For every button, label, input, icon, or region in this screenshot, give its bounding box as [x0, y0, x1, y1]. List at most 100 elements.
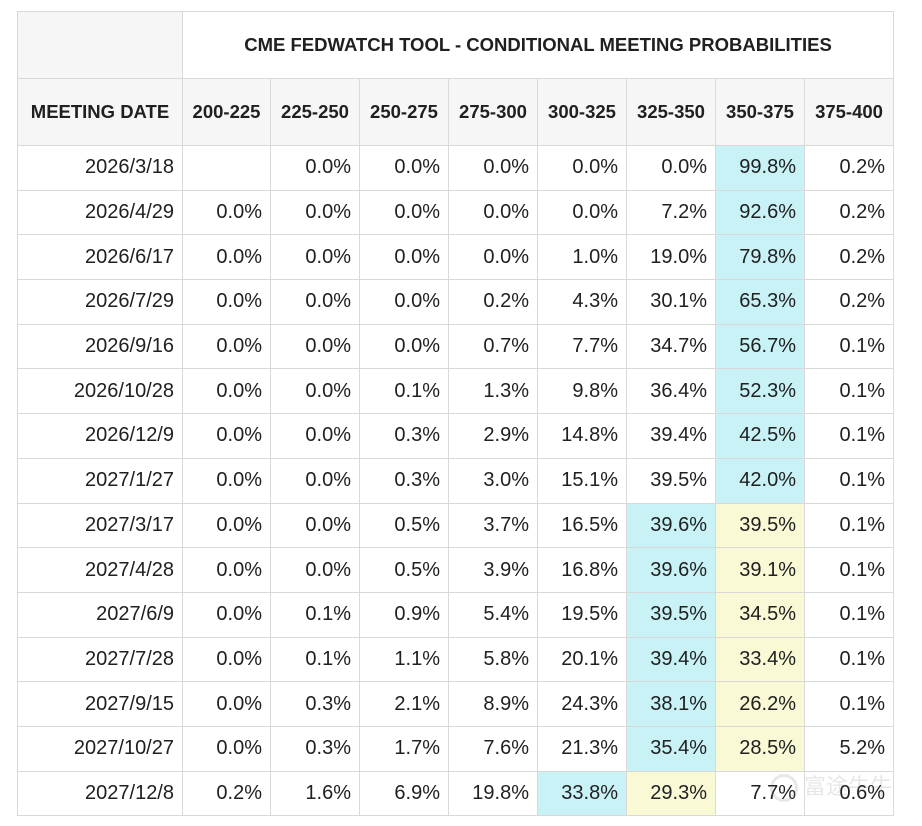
column-header-row: MEETING DATE 200-225 225-250 250-275 275-30… — [17, 78, 895, 146]
table-body: 2026/3/18 0.0% 0.0% 0.0% 0.0% 0.0% 99.8% 0.2% 20… — [17, 145, 895, 817]
probability-cell: 0.7% — [448, 323, 538, 370]
probability-cell: 2.1% — [359, 681, 449, 727]
column-header-250-275: 250-275 — [359, 78, 449, 146]
probability-cell: 39.4% — [626, 636, 716, 683]
meeting-date-cell: 2027/10/27 — [17, 725, 183, 772]
table-row: 2026/6/17 0.0% 0.0% 0.0% 0.0% 1.0% 19.0% 79.8% 0… — [17, 234, 895, 281]
meeting-date-cell: 2027/3/17 — [17, 502, 183, 549]
probability-cell: 42.0% — [715, 457, 805, 504]
table-row: 2026/9/16 0.0% 0.0% 0.0% 0.7% 7.7% 34.7% 56.7% 0… — [17, 323, 895, 370]
probability-cell: 0.0% — [537, 145, 627, 191]
probability-cell: 0.0% — [270, 547, 360, 593]
probability-cell: 14.8% — [537, 413, 627, 459]
probability-cell: 0.0% — [270, 413, 360, 459]
probability-cell: 0.3% — [270, 681, 360, 727]
probability-cell: 0.1% — [803, 368, 895, 415]
meeting-date-cell: 2026/12/9 — [17, 413, 183, 459]
table-row: 2027/6/9 0.0% 0.1% 0.9% 5.4% 19.5% 39.5% 34.5% 0… — [17, 591, 895, 638]
meeting-date-cell: 2027/1/27 — [17, 457, 183, 504]
probability-cell: 1.0% — [537, 234, 627, 281]
probability-cell: 38.1% — [626, 681, 716, 727]
meeting-date-cell: 2026/3/18 — [17, 145, 183, 191]
fedwatch-table-container: CME FEDWATCH TOOL - CONDITIONAL MEETING … — [17, 11, 895, 817]
probability-cell: 0.0% — [182, 368, 271, 415]
probability-cell: 0.0% — [182, 681, 271, 727]
table-title: CME FEDWATCH TOOL - CONDITIONAL MEETING … — [181, 11, 895, 79]
probability-cell: 0.0% — [182, 189, 271, 236]
column-header-350-375: 350-375 — [715, 78, 805, 146]
probability-cell: 39.6% — [626, 547, 716, 593]
probability-cell: 0.0% — [448, 234, 538, 281]
table-row: 2026/3/18 0.0% 0.0% 0.0% 0.0% 0.0% 99.8% 0.2% — [17, 145, 895, 191]
corner-cell — [17, 11, 183, 79]
probability-cell: 0.0% — [448, 189, 538, 236]
column-header-375-400: 375-400 — [803, 78, 895, 146]
probability-cell: 0.0% — [270, 368, 360, 415]
probability-cell: 35.4% — [626, 725, 716, 772]
probability-cell: 0.1% — [803, 547, 895, 593]
table-row: 2026/4/29 0.0% 0.0% 0.0% 0.0% 0.0% 7.2% 92.6% 0.… — [17, 189, 895, 236]
probability-cell: 42.5% — [715, 413, 805, 459]
probability-cell: 5.2% — [803, 725, 895, 772]
probability-cell: 0.0% — [270, 234, 360, 281]
table-row: 2027/9/15 0.0% 0.3% 2.1% 8.9% 24.3% 38.1% 26.2%… — [17, 681, 895, 727]
probability-cell: 1.6% — [270, 770, 360, 817]
probability-cell: 33.4% — [715, 636, 805, 683]
probability-cell: 0.0% — [182, 502, 271, 549]
table-row: 2027/10/27 0.0% 0.3% 1.7% 7.6% 21.3% 35.4% 28.5… — [17, 725, 895, 772]
probability-cell: 0.0% — [182, 457, 271, 504]
probability-cell: 6.9% — [359, 770, 449, 817]
column-header-225-250: 225-250 — [270, 78, 360, 146]
probability-cell: 19.5% — [537, 591, 627, 638]
probability-cell: 0.1% — [803, 457, 895, 504]
probability-cell: 7.7% — [537, 323, 627, 370]
probability-cell: 0.0% — [270, 189, 360, 236]
probability-cell: 26.2% — [715, 681, 805, 727]
probability-cell: 39.1% — [715, 547, 805, 593]
probability-cell: 19.0% — [626, 234, 716, 281]
probability-cell: 0.3% — [359, 413, 449, 459]
probability-cell: 0.1% — [803, 323, 895, 370]
probability-cell: 0.1% — [803, 591, 895, 638]
probability-cell — [182, 145, 271, 191]
probability-cell: 30.1% — [626, 279, 716, 325]
table-row: 2026/12/9 0.0% 0.0% 0.3% 2.9% 14.8% 39.4% 42.5%… — [17, 413, 895, 459]
probabilities-table: CME FEDWATCH TOOL - CONDITIONAL MEETING … — [17, 11, 895, 817]
table-row: 2026/7/29 0.0% 0.0% 0.0% 0.2% 4.3% 30.1% 65.3% 0… — [17, 279, 895, 325]
probability-cell: 21.3% — [537, 725, 627, 772]
probability-cell: 0.5% — [359, 547, 449, 593]
meeting-date-cell: 2026/10/28 — [17, 368, 183, 415]
probability-cell: 0.0% — [359, 234, 449, 281]
probability-cell: 34.5% — [715, 591, 805, 638]
probability-cell: 5.4% — [448, 591, 538, 638]
probability-cell: 92.6% — [715, 189, 805, 236]
probability-cell: 7.2% — [626, 189, 716, 236]
probability-cell: 3.9% — [448, 547, 538, 593]
probability-cell: 0.0% — [359, 145, 449, 191]
probability-cell: 15.1% — [537, 457, 627, 504]
probability-cell: 16.5% — [537, 502, 627, 549]
probability-cell: 0.0% — [182, 547, 271, 593]
table-row: 2026/10/28 0.0% 0.0% 0.1% 1.3% 9.8% 36.4% 52.3%… — [17, 368, 895, 415]
table-row: 2027/4/28 0.0% 0.0% 0.5% 3.9% 16.8% 39.6% 39.1%… — [17, 547, 895, 593]
probability-cell: 0.1% — [803, 636, 895, 683]
probability-cell: 0.5% — [359, 502, 449, 549]
probability-cell: 28.5% — [715, 725, 805, 772]
probability-cell: 0.1% — [359, 368, 449, 415]
meeting-date-header: MEETING DATE — [17, 78, 183, 146]
table-row: 2027/7/28 0.0% 0.1% 1.1% 5.8% 20.1% 39.4% 33.4%… — [17, 636, 895, 683]
probability-cell: 0.0% — [448, 145, 538, 191]
probability-cell: 0.3% — [270, 725, 360, 772]
meeting-date-cell: 2027/6/9 — [17, 591, 183, 638]
probability-cell: 0.1% — [270, 591, 360, 638]
probability-cell: 0.0% — [270, 457, 360, 504]
probability-cell: 0.0% — [182, 413, 271, 459]
meeting-date-cell: 2027/4/28 — [17, 547, 183, 593]
probability-cell: 29.3% — [626, 770, 716, 817]
meeting-date-cell: 2027/9/15 — [17, 681, 183, 727]
probability-cell: 0.2% — [803, 189, 895, 236]
probability-cell: 33.8% — [537, 770, 627, 817]
probability-cell: 5.8% — [448, 636, 538, 683]
probability-cell: 79.8% — [715, 234, 805, 281]
probability-cell: 0.1% — [803, 681, 895, 727]
